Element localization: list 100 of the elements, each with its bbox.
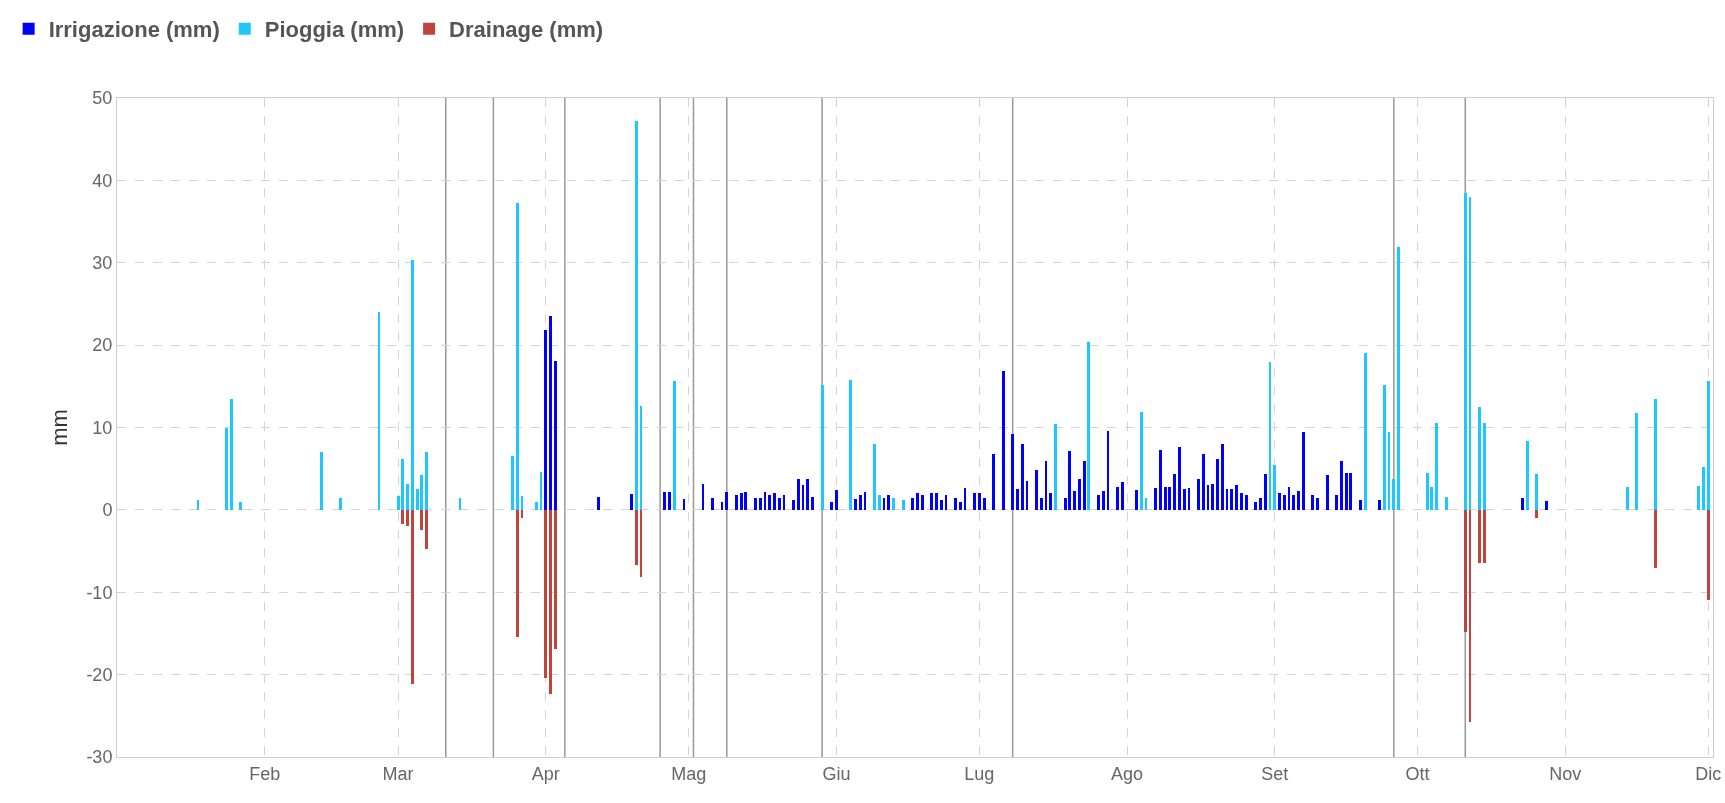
bar <box>877 495 881 510</box>
legend-label: Pioggia (mm) <box>264 17 405 43</box>
bar <box>915 493 919 510</box>
bar <box>1177 447 1181 510</box>
bar <box>410 260 414 510</box>
bar <box>1278 493 1281 510</box>
bar <box>1344 472 1348 510</box>
bar <box>1382 384 1386 510</box>
x-tick-label: Set <box>1261 763 1289 784</box>
bar <box>1425 472 1429 510</box>
bar <box>1654 398 1658 510</box>
bar <box>420 509 424 531</box>
x-tick-label: Lug <box>964 763 995 784</box>
bar <box>668 491 672 510</box>
bar <box>1163 486 1167 510</box>
x-tick-label: Dic <box>1695 763 1722 784</box>
x-tick-label: Apr <box>531 763 560 784</box>
bar <box>1463 509 1467 632</box>
bar <box>1120 481 1124 510</box>
bar <box>1697 485 1701 510</box>
bar <box>1625 486 1629 510</box>
bar <box>1482 509 1486 564</box>
bar <box>1068 450 1072 510</box>
bar <box>553 509 557 650</box>
bar <box>1173 474 1177 510</box>
bar <box>1201 453 1205 510</box>
bar <box>1220 443 1224 510</box>
bar <box>930 493 934 510</box>
legend-label: Drainage (mm) <box>449 17 604 43</box>
bar <box>1197 479 1200 510</box>
bar <box>544 330 548 510</box>
bar <box>1535 509 1539 519</box>
y-tick-label: 30 <box>92 253 113 274</box>
bar <box>1154 487 1158 510</box>
bar <box>820 384 824 510</box>
y-tick-label: -10 <box>86 582 113 603</box>
x-tick-label: Ago <box>1110 763 1144 784</box>
bar <box>1258 497 1262 510</box>
bar <box>515 202 519 510</box>
bar <box>515 509 519 637</box>
bar <box>511 455 514 510</box>
y-tick-label: 10 <box>92 417 113 438</box>
bar <box>739 493 743 510</box>
bar <box>1292 495 1296 510</box>
x-tick-label: Feb <box>249 763 281 784</box>
bar <box>1335 495 1339 510</box>
bar <box>744 491 748 510</box>
bar <box>1211 483 1215 510</box>
bar <box>634 509 638 566</box>
bar <box>1706 509 1710 601</box>
bar <box>549 316 552 510</box>
bar <box>901 499 905 510</box>
bar <box>1301 431 1305 510</box>
bar <box>1168 486 1172 510</box>
bar <box>734 495 738 510</box>
bar <box>1035 470 1038 510</box>
bar <box>1478 509 1481 564</box>
y-tick-label: -30 <box>86 747 113 768</box>
bar <box>1316 497 1319 510</box>
bar <box>920 495 924 510</box>
bar <box>935 493 938 510</box>
bar <box>1359 499 1362 510</box>
x-tick-label: Mar <box>382 763 414 784</box>
bar <box>858 495 862 510</box>
bar <box>1049 493 1053 510</box>
bar <box>758 497 762 510</box>
bar <box>777 497 781 510</box>
bar <box>1378 499 1381 510</box>
y-axis-title: mm <box>47 409 73 446</box>
x-tick-label: Ott <box>1405 763 1430 784</box>
bar <box>973 493 976 510</box>
bar <box>992 453 996 510</box>
bar <box>1521 497 1524 510</box>
bar <box>1116 486 1119 510</box>
bar <box>725 491 729 510</box>
y-tick-label: 0 <box>102 500 113 521</box>
bar <box>1230 489 1234 510</box>
bar <box>401 509 405 524</box>
bar <box>410 509 414 684</box>
bar <box>553 360 557 510</box>
bar <box>1525 440 1529 510</box>
bar <box>1463 192 1467 510</box>
bar <box>420 475 424 510</box>
bar <box>1444 496 1448 510</box>
bar <box>1435 423 1439 510</box>
bar <box>753 497 757 510</box>
bar <box>954 497 957 510</box>
bar <box>401 458 405 510</box>
bar <box>1706 380 1710 510</box>
bar <box>1282 495 1286 510</box>
bar <box>634 121 638 510</box>
bar <box>806 479 810 510</box>
x-tick-label: Nov <box>1549 763 1582 784</box>
bar <box>1020 443 1024 510</box>
bar <box>811 496 814 510</box>
bar <box>1363 352 1367 510</box>
bar <box>534 501 538 510</box>
bar <box>1349 472 1353 510</box>
bar <box>1082 461 1086 510</box>
bar <box>796 478 800 510</box>
